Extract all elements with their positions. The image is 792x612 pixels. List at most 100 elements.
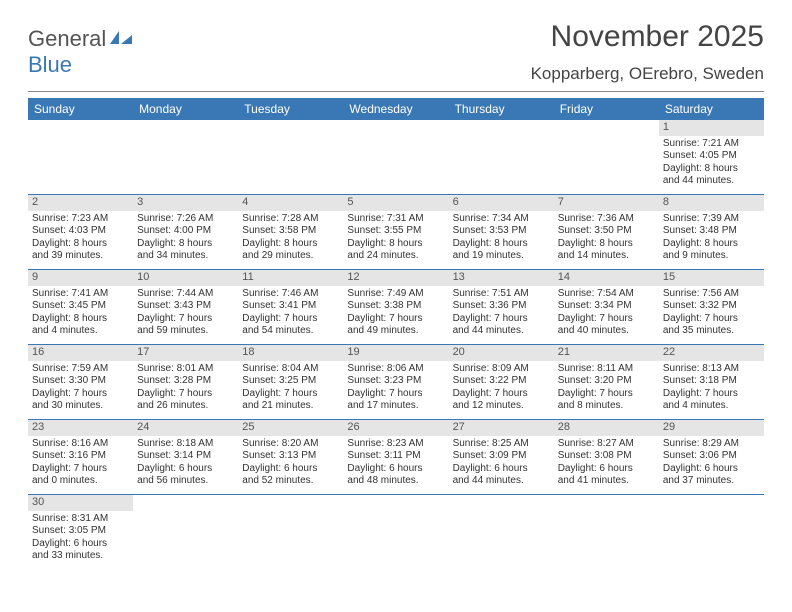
day-cell: 3Sunrise: 7:26 AMSunset: 4:00 PMDaylight… xyxy=(133,195,238,269)
day-cell: 9Sunrise: 7:41 AMSunset: 3:45 PMDaylight… xyxy=(28,270,133,344)
day-cell: 6Sunrise: 7:34 AMSunset: 3:53 PMDaylight… xyxy=(449,195,554,269)
sunrise-text: Sunrise: 8:29 AM xyxy=(663,438,760,451)
sunset-text: Sunset: 3:30 PM xyxy=(32,375,129,388)
day-cell: 22Sunrise: 8:13 AMSunset: 3:18 PMDayligh… xyxy=(659,345,764,419)
daylight-text: Daylight: 7 hours xyxy=(32,388,129,401)
day-cell: 17Sunrise: 8:01 AMSunset: 3:28 PMDayligh… xyxy=(133,345,238,419)
day-number: 15 xyxy=(659,270,764,286)
week-row: 30Sunrise: 8:31 AMSunset: 3:05 PMDayligh… xyxy=(28,495,764,569)
sunset-text: Sunset: 3:06 PM xyxy=(663,450,760,463)
day-number: 29 xyxy=(659,420,764,436)
daylight-text: Daylight: 6 hours xyxy=(347,463,444,476)
sunset-text: Sunset: 3:55 PM xyxy=(347,225,444,238)
day-cell xyxy=(238,120,343,194)
daylight-text: Daylight: 8 hours xyxy=(347,238,444,251)
daylight-text: and 29 minutes. xyxy=(242,250,339,263)
day-number: 20 xyxy=(449,345,554,361)
day-number: 30 xyxy=(28,495,133,511)
day-number: 8 xyxy=(659,195,764,211)
day-number: 22 xyxy=(659,345,764,361)
day-number: 16 xyxy=(28,345,133,361)
daylight-text: Daylight: 6 hours xyxy=(453,463,550,476)
day-cell xyxy=(133,120,238,194)
sunrise-text: Sunrise: 7:41 AM xyxy=(32,288,129,301)
daylight-text: Daylight: 6 hours xyxy=(558,463,655,476)
day-header: Tuesday xyxy=(238,102,343,116)
day-number: 14 xyxy=(554,270,659,286)
sunrise-text: Sunrise: 7:51 AM xyxy=(453,288,550,301)
sunrise-text: Sunrise: 7:34 AM xyxy=(453,213,550,226)
daylight-text: Daylight: 7 hours xyxy=(242,313,339,326)
day-cell: 24Sunrise: 8:18 AMSunset: 3:14 PMDayligh… xyxy=(133,420,238,494)
daylight-text: and 41 minutes. xyxy=(558,475,655,488)
day-header: Monday xyxy=(133,102,238,116)
day-cell: 16Sunrise: 7:59 AMSunset: 3:30 PMDayligh… xyxy=(28,345,133,419)
sunrise-text: Sunrise: 7:54 AM xyxy=(558,288,655,301)
daylight-text: Daylight: 6 hours xyxy=(663,463,760,476)
daylight-text: Daylight: 7 hours xyxy=(453,388,550,401)
daylight-text: and 37 minutes. xyxy=(663,475,760,488)
day-number xyxy=(554,495,659,511)
daylight-text: Daylight: 6 hours xyxy=(32,538,129,551)
sunrise-text: Sunrise: 8:20 AM xyxy=(242,438,339,451)
sunrise-text: Sunrise: 7:31 AM xyxy=(347,213,444,226)
day-cell: 15Sunrise: 7:56 AMSunset: 3:32 PMDayligh… xyxy=(659,270,764,344)
day-cell: 11Sunrise: 7:46 AMSunset: 3:41 PMDayligh… xyxy=(238,270,343,344)
daylight-text: and 9 minutes. xyxy=(663,250,760,263)
daylight-text: and 40 minutes. xyxy=(558,325,655,338)
day-cell: 14Sunrise: 7:54 AMSunset: 3:34 PMDayligh… xyxy=(554,270,659,344)
day-number xyxy=(238,495,343,511)
sunset-text: Sunset: 3:11 PM xyxy=(347,450,444,463)
sunset-text: Sunset: 3:14 PM xyxy=(137,450,234,463)
day-cell xyxy=(343,120,448,194)
day-number: 24 xyxy=(133,420,238,436)
day-number: 18 xyxy=(238,345,343,361)
day-number xyxy=(28,120,133,136)
daylight-text: Daylight: 7 hours xyxy=(347,388,444,401)
day-number: 28 xyxy=(554,420,659,436)
sunset-text: Sunset: 3:13 PM xyxy=(242,450,339,463)
daylight-text: Daylight: 8 hours xyxy=(663,238,760,251)
day-number: 5 xyxy=(343,195,448,211)
sunset-text: Sunset: 3:08 PM xyxy=(558,450,655,463)
day-cell: 13Sunrise: 7:51 AMSunset: 3:36 PMDayligh… xyxy=(449,270,554,344)
sunset-text: Sunset: 3:09 PM xyxy=(453,450,550,463)
daylight-text: and 44 minutes. xyxy=(453,475,550,488)
daylight-text: Daylight: 8 hours xyxy=(453,238,550,251)
sunset-text: Sunset: 3:22 PM xyxy=(453,375,550,388)
daylight-text: Daylight: 6 hours xyxy=(137,463,234,476)
daylight-text: Daylight: 7 hours xyxy=(663,388,760,401)
sunset-text: Sunset: 3:38 PM xyxy=(347,300,444,313)
day-number: 25 xyxy=(238,420,343,436)
location-text: Kopparberg, OErebro, Sweden xyxy=(531,64,764,84)
day-number xyxy=(343,120,448,136)
day-number: 2 xyxy=(28,195,133,211)
day-cell: 7Sunrise: 7:36 AMSunset: 3:50 PMDaylight… xyxy=(554,195,659,269)
day-number xyxy=(449,120,554,136)
daylight-text: Daylight: 8 hours xyxy=(242,238,339,251)
daylight-text: and 19 minutes. xyxy=(453,250,550,263)
daylight-text: Daylight: 7 hours xyxy=(558,388,655,401)
sunrise-text: Sunrise: 7:44 AM xyxy=(137,288,234,301)
daylight-text: and 56 minutes. xyxy=(137,475,234,488)
day-number xyxy=(238,120,343,136)
day-number: 12 xyxy=(343,270,448,286)
sunrise-text: Sunrise: 8:04 AM xyxy=(242,363,339,376)
day-cell: 30Sunrise: 8:31 AMSunset: 3:05 PMDayligh… xyxy=(28,495,133,569)
day-cell: 8Sunrise: 7:39 AMSunset: 3:48 PMDaylight… xyxy=(659,195,764,269)
sunrise-text: Sunrise: 7:28 AM xyxy=(242,213,339,226)
sunset-text: Sunset: 4:03 PM xyxy=(32,225,129,238)
day-cell xyxy=(449,495,554,569)
daylight-text: Daylight: 8 hours xyxy=(663,163,760,176)
daylight-text: Daylight: 8 hours xyxy=(32,313,129,326)
daylight-text: and 4 minutes. xyxy=(32,325,129,338)
sunset-text: Sunset: 3:34 PM xyxy=(558,300,655,313)
daylight-text: Daylight: 7 hours xyxy=(137,313,234,326)
sunrise-text: Sunrise: 7:46 AM xyxy=(242,288,339,301)
sunset-text: Sunset: 3:20 PM xyxy=(558,375,655,388)
sunset-text: Sunset: 3:58 PM xyxy=(242,225,339,238)
day-number: 21 xyxy=(554,345,659,361)
sunset-text: Sunset: 3:41 PM xyxy=(242,300,339,313)
daylight-text: and 8 minutes. xyxy=(558,400,655,413)
day-number xyxy=(449,495,554,511)
